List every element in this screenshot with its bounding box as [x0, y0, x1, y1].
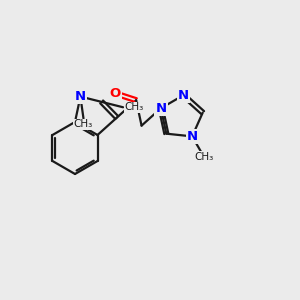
- Text: CH₃: CH₃: [124, 102, 143, 112]
- Text: N: N: [155, 102, 167, 115]
- Text: N: N: [178, 89, 189, 102]
- Text: N: N: [75, 90, 86, 103]
- Text: S: S: [156, 102, 166, 115]
- Text: O: O: [110, 87, 121, 100]
- Text: CH₃: CH₃: [194, 152, 214, 162]
- Text: N: N: [187, 130, 198, 143]
- Text: CH₃: CH₃: [74, 119, 93, 130]
